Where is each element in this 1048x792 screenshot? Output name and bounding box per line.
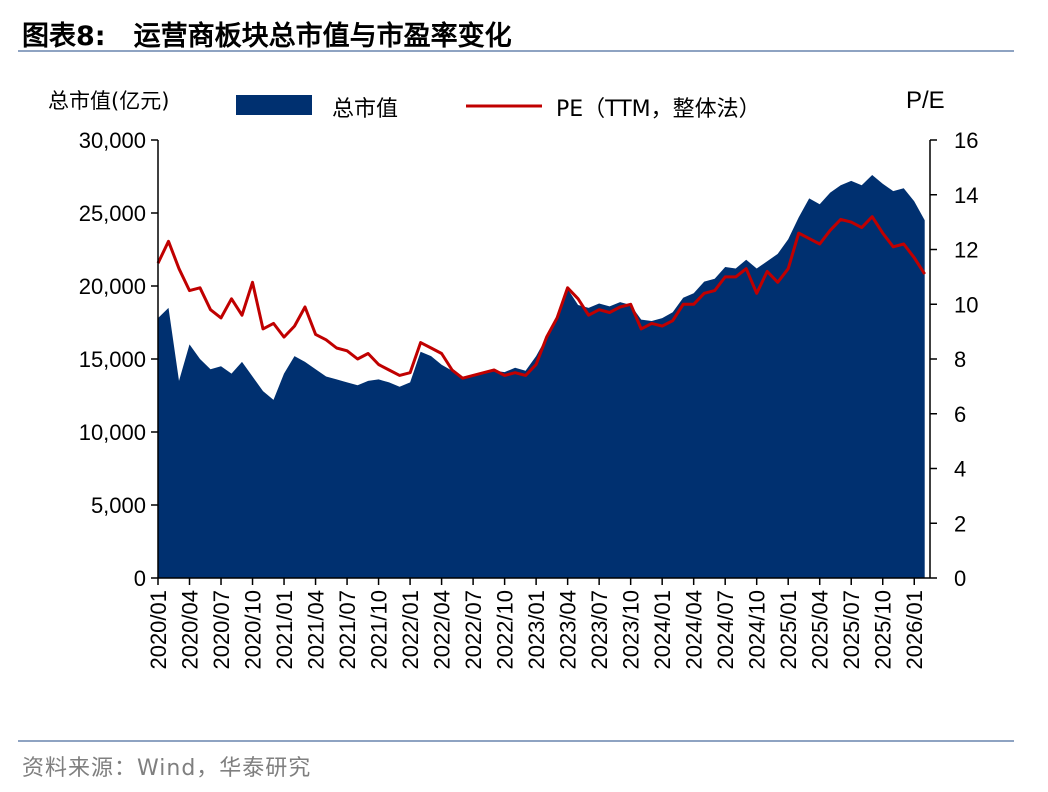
- right-axis-tick-label: 6: [954, 402, 966, 427]
- left-axis-title: 总市值(亿元): [48, 89, 169, 113]
- x-axis-tick-label: 2025/10: [871, 590, 896, 670]
- x-axis-tick-label: 2020/04: [178, 590, 203, 670]
- right-axis-tick-label: 0: [954, 566, 966, 591]
- right-axis-tick-label: 8: [954, 347, 966, 372]
- left-axis-tick-label: 0: [134, 566, 146, 591]
- x-axis-tick-label: 2025/04: [808, 590, 833, 670]
- x-axis-tick-label: 2024/04: [682, 590, 707, 670]
- x-axis-tick-label: 2021/04: [304, 590, 329, 670]
- figure-label: 图表8:: [22, 21, 106, 52]
- x-axis-tick-label: 2024/07: [713, 590, 738, 670]
- x-axis-tick-label: 2021/10: [367, 590, 392, 670]
- axis-layer: 0 5,000 10,000 15,000 20,000 25,000 30,000 0 2 4 6…: [79, 128, 979, 670]
- x-axis-tick-label: 2023/10: [619, 590, 644, 670]
- x-axis-tick-label: 2020/10: [241, 590, 266, 670]
- legend: 总市值 PE（TTM，整体法）: [236, 95, 761, 122]
- x-axis-tick-label: 2022/04: [430, 590, 455, 670]
- x-axis-tick-label: 2025/07: [839, 590, 864, 670]
- x-axis-tick-label: 2022/07: [461, 590, 486, 670]
- figure-title: 图表8: 运营商板块总市值与市盈率变化: [22, 14, 512, 52]
- x-axis-tick-label: 2022/10: [493, 590, 518, 670]
- x-axis-tick-label: 2026/01: [902, 590, 927, 670]
- x-axis-tick-label: 2020/01: [146, 590, 171, 670]
- left-axis-tick-label: 5,000: [91, 493, 146, 518]
- right-axis-tick-label: 4: [954, 457, 966, 482]
- x-axis-tick-label: 2022/01: [398, 590, 423, 670]
- left-axis-tick-label: 30,000: [79, 128, 146, 153]
- legend-swatch-market-cap: [236, 95, 312, 115]
- left-axis-tick-label: 25,000: [79, 201, 146, 226]
- x-axis-tick-label: 2020/07: [209, 590, 234, 670]
- pe-line: [156, 215, 926, 380]
- source-divider: [18, 740, 1014, 742]
- right-axis-tick-label: 12: [954, 238, 978, 263]
- x-axis-tick-label: 2021/01: [272, 590, 297, 670]
- title-divider: [18, 50, 1014, 52]
- x-axis-tick-label: 2023/07: [587, 590, 612, 670]
- x-axis-tick-label: 2023/04: [556, 590, 581, 670]
- x-axis-tick-label: 2024/01: [650, 590, 675, 670]
- right-axis-tick-label: 2: [954, 511, 966, 536]
- legend-label-pe: PE（TTM，整体法）: [556, 97, 761, 122]
- left-axis-tick-label: 20,000: [79, 274, 146, 299]
- right-axis-tick-label: 10: [954, 292, 978, 317]
- x-axis-tick-label: 2025/01: [776, 590, 801, 670]
- source-note: 资料来源：Wind，华泰研究: [22, 756, 312, 781]
- legend-label-market-cap: 总市值: [332, 97, 398, 122]
- x-axis-tick-label: 2021/07: [335, 590, 360, 670]
- market-cap-area: [158, 175, 925, 578]
- series-layer: [156, 175, 926, 578]
- right-axis-tick-label: 16: [954, 128, 978, 153]
- left-axis-tick-label: 15,000: [79, 347, 146, 372]
- left-axis-tick-label: 10,000: [79, 420, 146, 445]
- x-axis-tick-label: 2023/01: [524, 590, 549, 670]
- x-axis-tick-label: 2024/10: [745, 590, 770, 670]
- right-axis-title: P/E: [906, 87, 945, 114]
- right-axis-tick-label: 14: [954, 183, 978, 208]
- figure-title-text: 运营商板块总市值与市盈率变化: [133, 21, 512, 52]
- market-cap-pe-chart: 总市值(亿元) P/E 总市值 PE（TTM，整体法） 0 5,000 10,000…: [48, 87, 979, 670]
